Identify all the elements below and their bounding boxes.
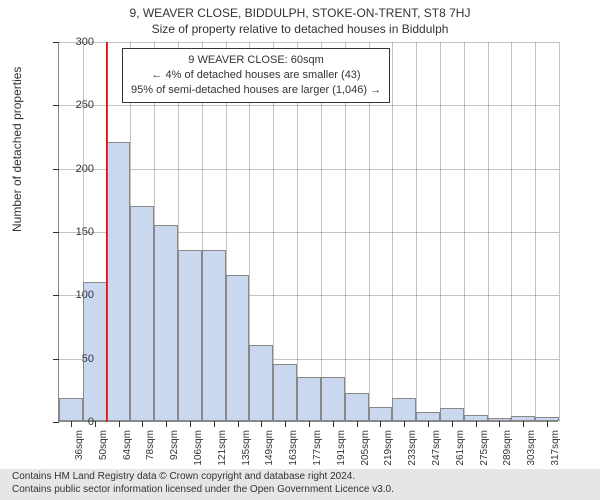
y-tick xyxy=(53,232,59,233)
x-tick xyxy=(238,421,239,427)
y-tick-label: 200 xyxy=(76,163,94,175)
x-tick-label: 233sqm xyxy=(407,430,418,466)
histogram-bar xyxy=(107,142,131,421)
x-tick-label: 247sqm xyxy=(431,430,442,466)
x-tick-label: 289sqm xyxy=(502,430,513,466)
histogram-bar xyxy=(59,398,83,421)
footer: Contains HM Land Registry data © Crown c… xyxy=(0,469,600,500)
x-tick xyxy=(95,421,96,427)
x-tick-label: 317sqm xyxy=(550,430,561,466)
histogram-bar xyxy=(273,364,297,421)
histogram-bar xyxy=(154,225,178,421)
histogram-bar xyxy=(369,407,393,421)
x-tick-label: 135sqm xyxy=(241,430,252,466)
histogram-bar xyxy=(202,250,226,421)
histogram-bar xyxy=(440,408,464,421)
gridline-h xyxy=(59,105,559,106)
histogram-bar xyxy=(83,282,107,421)
gridline-v xyxy=(392,42,393,422)
x-tick xyxy=(261,421,262,427)
y-tick xyxy=(53,42,59,43)
x-tick-label: 261sqm xyxy=(455,430,466,466)
info-line-1: 9 WEAVER CLOSE: 60sqm xyxy=(131,53,381,68)
footer-line-1: Contains HM Land Registry data © Crown c… xyxy=(12,471,594,484)
y-tick xyxy=(53,105,59,106)
y-tick xyxy=(53,169,59,170)
x-tick xyxy=(428,421,429,427)
y-tick xyxy=(53,422,59,423)
x-tick xyxy=(499,421,500,427)
y-tick-label: 300 xyxy=(76,36,94,48)
x-tick-label: 303sqm xyxy=(526,430,537,466)
histogram-bar xyxy=(297,377,321,421)
histogram-bar xyxy=(416,412,440,421)
x-tick-label: 64sqm xyxy=(122,430,133,460)
y-tick-label: 150 xyxy=(76,226,94,238)
x-tick xyxy=(142,421,143,427)
x-tick-label: 50sqm xyxy=(98,430,109,460)
gridline-h xyxy=(59,169,559,170)
histogram-bar xyxy=(345,393,369,421)
histogram-bar xyxy=(321,377,345,421)
gridline-h xyxy=(59,42,559,43)
gridline-v xyxy=(535,42,536,422)
x-tick xyxy=(404,421,405,427)
gridline-v xyxy=(440,42,441,422)
footer-line-2: Contains public sector information licen… xyxy=(12,484,594,497)
y-tick-label: 100 xyxy=(76,289,94,301)
gridline-v xyxy=(559,42,560,422)
x-tick-label: 163sqm xyxy=(288,430,299,466)
x-tick-label: 78sqm xyxy=(145,430,156,460)
x-tick-label: 149sqm xyxy=(264,430,275,466)
x-tick xyxy=(71,421,72,427)
x-tick-label: 92sqm xyxy=(169,430,180,460)
x-tick-label: 191sqm xyxy=(336,430,347,466)
property-info-box: 9 WEAVER CLOSE: 60sqm ← 4% of detached h… xyxy=(122,48,390,103)
x-tick xyxy=(523,421,524,427)
x-tick xyxy=(357,421,358,427)
histogram-chart: 9 WEAVER CLOSE: 60sqm ← 4% of detached h… xyxy=(58,42,558,422)
histogram-bar xyxy=(226,275,250,421)
y-axis-label: Number of detached properties xyxy=(10,67,24,232)
x-tick-label: 219sqm xyxy=(383,430,394,466)
x-tick-label: 275sqm xyxy=(479,430,490,466)
histogram-bar xyxy=(392,398,416,421)
gridline-v xyxy=(107,42,108,422)
gridline-v xyxy=(83,42,84,422)
histogram-bar xyxy=(178,250,202,421)
info-line-3: 95% of semi-detached houses are larger (… xyxy=(131,83,381,98)
x-tick xyxy=(166,421,167,427)
y-tick-label: 0 xyxy=(88,416,94,428)
x-tick-label: 121sqm xyxy=(217,430,228,466)
y-tick xyxy=(53,295,59,296)
x-tick xyxy=(476,421,477,427)
gridline-v xyxy=(464,42,465,422)
x-tick xyxy=(452,421,453,427)
x-tick xyxy=(547,421,548,427)
x-tick-label: 205sqm xyxy=(360,430,371,466)
x-tick-label: 106sqm xyxy=(193,430,204,466)
gridline-v xyxy=(488,42,489,422)
histogram-bar xyxy=(249,345,273,421)
x-tick xyxy=(190,421,191,427)
x-tick-label: 177sqm xyxy=(312,430,323,466)
gridline-v xyxy=(511,42,512,422)
histogram-bar xyxy=(130,206,154,421)
x-tick xyxy=(380,421,381,427)
x-tick xyxy=(309,421,310,427)
title-line-1: 9, WEAVER CLOSE, BIDDULPH, STOKE-ON-TREN… xyxy=(0,0,600,20)
x-tick xyxy=(285,421,286,427)
title-line-2: Size of property relative to detached ho… xyxy=(0,20,600,36)
x-tick xyxy=(333,421,334,427)
info-line-2: ← 4% of detached houses are smaller (43) xyxy=(131,68,381,83)
x-tick-label: 36sqm xyxy=(74,430,85,460)
x-tick xyxy=(119,421,120,427)
gridline-v xyxy=(416,42,417,422)
y-tick xyxy=(53,359,59,360)
y-tick-label: 250 xyxy=(76,99,94,111)
x-tick xyxy=(214,421,215,427)
